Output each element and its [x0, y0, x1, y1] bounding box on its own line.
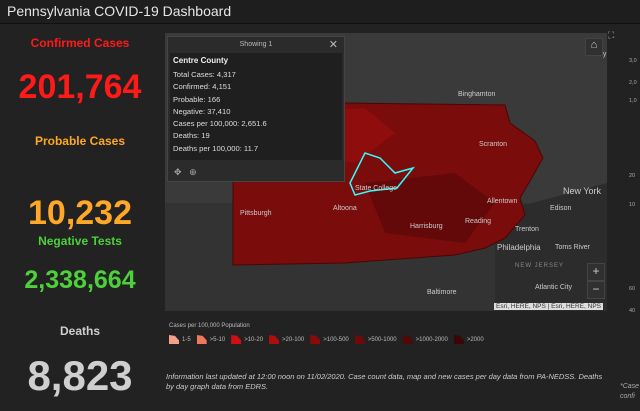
legend-swatch: [231, 335, 242, 344]
home-button[interactable]: ⌂: [585, 38, 603, 56]
legend-swatch: [354, 335, 365, 344]
pan-icon[interactable]: ✥: [174, 167, 182, 177]
popup-row: Negative: 37,410: [173, 106, 231, 116]
map-label: Edison: [550, 205, 572, 212]
axis-tick: 2,0: [629, 80, 637, 86]
note-text: *Case: [620, 383, 640, 390]
legend-label: >100-500: [323, 337, 349, 344]
legend: 1-5 >5-10 >10-20 >20-100 >100-500 >500-1000 >1…: [169, 335, 484, 344]
map-label: Binghamton: [458, 91, 496, 98]
popup-row: Deaths: 19: [173, 131, 210, 141]
deaths-value: 8,823: [27, 352, 133, 399]
legend-label: >5-10: [209, 337, 226, 344]
map-label: Allentown: [487, 198, 518, 205]
map-label: Pittsburgh: [240, 210, 272, 217]
axis-tick: 60: [629, 286, 636, 292]
header: Pennsylvania COVID-19 Dashboard: [0, 0, 640, 24]
popup-row: Probable: 166: [173, 94, 221, 104]
map-label: State College: [355, 185, 398, 192]
negative-value: 2,338,664: [24, 266, 136, 294]
close-icon[interactable]: ✕: [328, 39, 338, 51]
zoom-in-button[interactable]: +: [587, 263, 605, 281]
info-text: Information last updated at 12:00 noon o…: [166, 372, 603, 391]
axis-tick: 20: [629, 173, 636, 179]
popup-title: Centre County: [173, 56, 229, 65]
confirmed-label: Confirmed Cases: [30, 36, 130, 50]
legend-swatch: [402, 335, 413, 344]
popup: Showing 1 ✕ Centre County Total Cases: 4…: [167, 36, 345, 182]
legend-item: >5-10: [196, 335, 226, 344]
home-icon: ⌂: [590, 39, 598, 51]
popup-row: Total Cases: 4,317: [173, 70, 236, 79]
legend-label: >1000-2000: [415, 337, 448, 344]
legend-item: >20-100: [269, 335, 304, 344]
fullscreen-icon[interactable]: ⛶: [608, 30, 615, 40]
map-label: Philadelphia: [497, 243, 541, 252]
legend-swatch: [169, 335, 179, 344]
legend-label: >20-100: [282, 337, 305, 344]
map-label: Altoona: [333, 205, 357, 212]
map-label: Reading: [465, 218, 492, 225]
legend-item: >2000: [453, 335, 484, 344]
map-label: Atlantic City: [535, 284, 572, 291]
popup-row: Deaths per 100,000: 11.7: [173, 143, 259, 153]
centre-county-highlight: [349, 152, 416, 196]
zoom-to-icon[interactable]: ⊕: [189, 167, 197, 177]
map-label: New York: [563, 186, 602, 196]
map-label: NEW JERSEY: [515, 263, 565, 269]
axis-tick: 3,0: [629, 58, 637, 64]
legend-label: >2000: [466, 337, 484, 344]
legend-item: >100-500: [310, 335, 349, 344]
legend-label: 1-5: [182, 337, 191, 344]
legend-item: >1000-2000: [402, 335, 448, 344]
stats-panel: Confirmed Cases 201,764 Probable Cases 1…: [0, 26, 160, 411]
dashboard-title: Pennsylvania COVID-19 Dashboard: [7, 3, 232, 19]
popup-row: Confirmed: 4,151: [173, 82, 232, 92]
map-label: Toms River: [555, 244, 591, 251]
map-attribution[interactable]: Esri, HERE, NPS | Esri, HERE, NPS: [494, 303, 603, 310]
map-canvas: [165, 102, 607, 311]
legend-swatch: [453, 335, 464, 344]
legend-swatch: [196, 335, 207, 344]
legend-swatch: [269, 335, 280, 344]
confirmed-value: 201,764: [18, 68, 142, 106]
legend-item: >10-20: [231, 335, 263, 344]
map-label: Baltimore: [427, 289, 457, 296]
legend-label: >500-1000: [367, 337, 397, 344]
map-label: Scranton: [479, 141, 508, 148]
popup-body: Centre County Total Cases: 4,317 Confirm…: [170, 53, 342, 160]
right-partial-panel: 3,0 2,0 1,0 20 10 60 40 *Case confi: [615, 30, 640, 411]
negative-label: Negative Tests: [38, 234, 122, 248]
map[interactable]: Binghamton Scranton State College Pittsb…: [165, 33, 607, 311]
map-label: Trenton: [515, 226, 539, 233]
legend-item: >500-1000: [354, 335, 397, 344]
legend-swatch: [310, 335, 321, 344]
legend-label: >10-20: [244, 337, 264, 344]
probable-label: Probable Cases: [34, 134, 126, 148]
popup-header: Showing 1: [239, 41, 273, 48]
map-label: Harrisburg: [410, 223, 443, 230]
probable-value: 10,232: [28, 194, 132, 232]
axis-tick: 10: [629, 202, 636, 208]
zoom-out-button[interactable]: −: [587, 281, 605, 299]
axis-tick: 40: [629, 308, 636, 314]
popup-row: Cases per 100,000: 2,651.6: [173, 119, 267, 129]
deaths-label: Deaths: [59, 324, 100, 338]
note-text: confi: [620, 393, 635, 400]
axis-tick: 1,0: [629, 98, 637, 104]
legend-item: 1-5: [169, 335, 191, 344]
legend-title: Cases per 100,000 Population: [169, 323, 250, 329]
